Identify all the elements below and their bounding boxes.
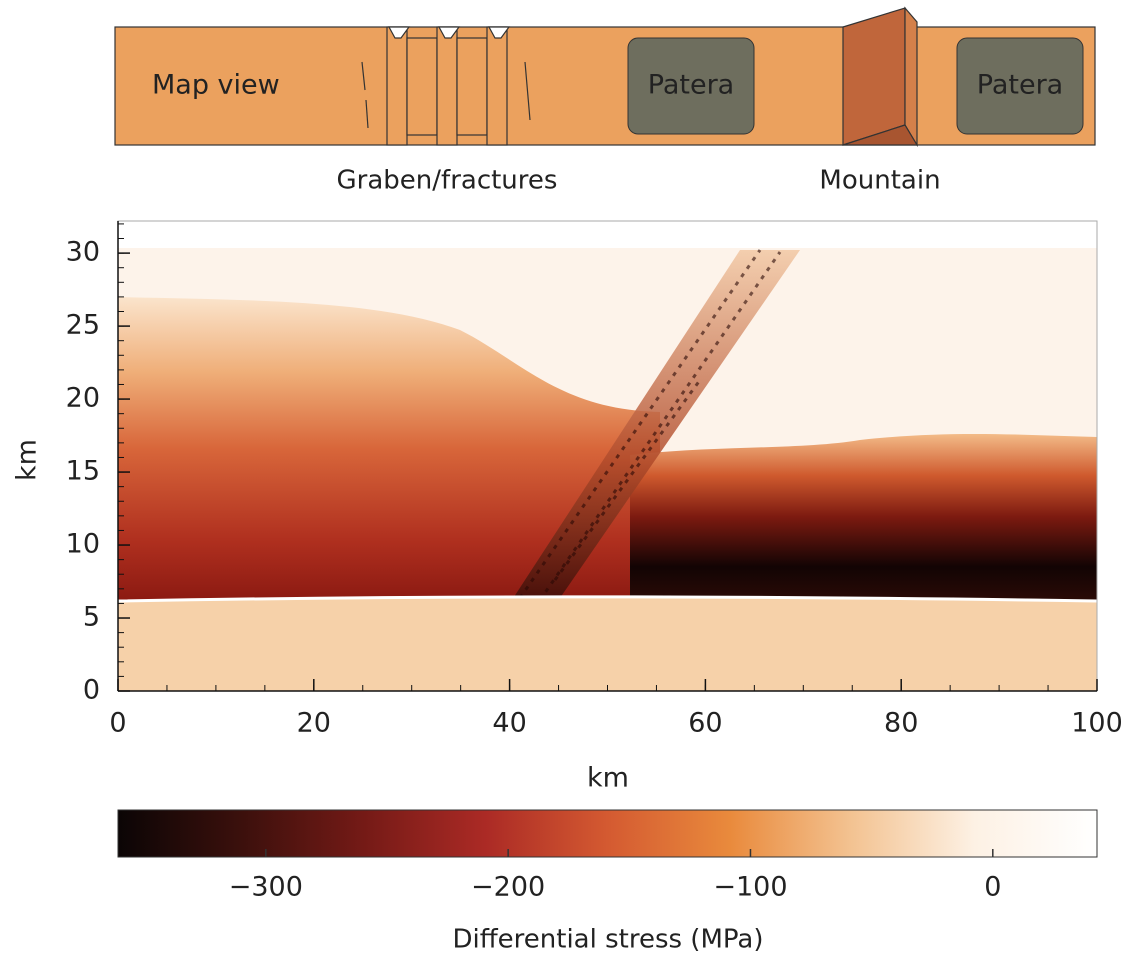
stress-field [118,248,1097,691]
x-tick-label: 0 [109,708,126,739]
y-tick-label: 25 [66,310,100,341]
patera-label: Patera [648,70,734,101]
x-tick-label: 40 [492,708,526,739]
y-tick-label: 20 [66,383,100,414]
x-tick-label: 60 [688,708,722,739]
colorbar [118,810,1097,857]
x-tick-label: 20 [297,708,331,739]
field-region [630,434,1097,600]
colorbar-tick-label: 0 [984,872,1001,903]
y-tick-label: 30 [66,237,100,268]
colorbar-tick-label: −200 [471,872,545,903]
y-tick-label: 5 [83,602,100,633]
field-region [118,598,1097,691]
map-title: Map view [152,70,280,101]
x-tick-label: 100 [1071,708,1123,739]
graben [362,27,530,145]
figure: Map view Patera Patera Graben/fractures … [0,0,1130,957]
colorbar-tick-label: −100 [713,872,787,903]
y-tick-label: 15 [66,456,100,487]
x-tick-label: 80 [884,708,918,739]
map-view: Map view Patera Patera Graben/fractures … [115,8,1095,196]
x-axis-label: km [587,763,629,794]
patera-label: Patera [977,70,1063,101]
y-axis-label: km [12,439,43,481]
mountain-label: Mountain [819,166,940,196]
y-tick-label: 0 [83,675,100,706]
mountain [843,8,917,145]
colorbar-label: Differential stress (MPa) [453,925,764,955]
graben-label: Graben/fractures [337,166,558,196]
colorbar-tick-label: −300 [229,872,303,903]
y-tick-label: 10 [66,529,100,560]
